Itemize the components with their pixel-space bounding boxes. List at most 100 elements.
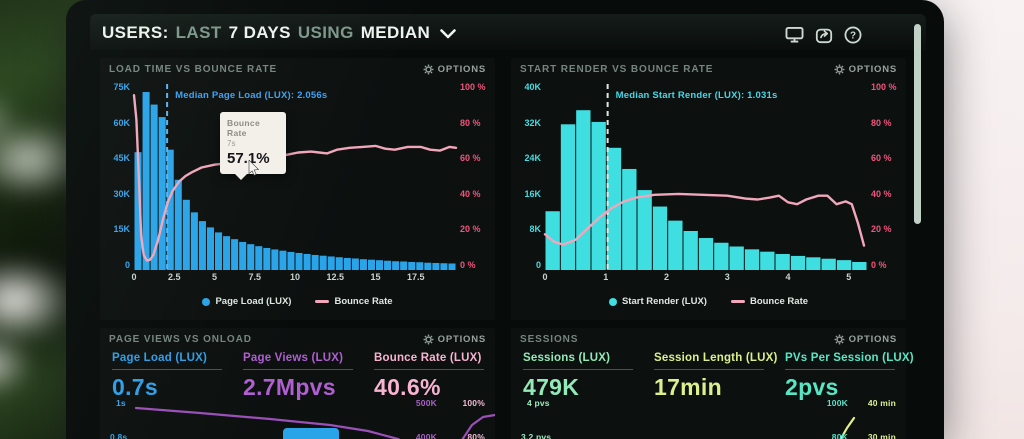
axis-label: 1s (116, 398, 126, 408)
gear-icon (423, 334, 434, 345)
y-axis-tick: 75K (113, 82, 130, 92)
legend-label: Bounce Rate (334, 296, 393, 307)
metric-row: Page Load (LUX) 0.7s Page Views (LUX) 2.… (112, 352, 505, 401)
chart-legend: Start Render (LUX) Bounce Rate (511, 296, 906, 307)
scrollbar-thumb[interactable] (914, 24, 921, 224)
x-axis-tick: 3 (724, 272, 730, 282)
metric-session-length: Session Length (LUX) 17min (654, 352, 785, 401)
x-axis-tick: 10 (289, 272, 301, 282)
gear-icon (423, 64, 434, 75)
axis-label: 40 min (867, 398, 896, 408)
share-icon[interactable] (814, 25, 833, 44)
y-axis-tick: 40 % (871, 188, 892, 199)
sparkline-plot[interactable] (100, 394, 495, 439)
axis-label: 100% (462, 398, 485, 408)
display-icon[interactable] (785, 25, 804, 44)
axis-label: 80K (831, 432, 848, 439)
sparkline-area: 4 pvs 3.2 pvs 100K 40 min 80K 30 min (511, 394, 906, 439)
chart-plot[interactable] (543, 82, 867, 270)
x-axis-tick: 5 (846, 272, 852, 282)
chart-area: 40K 32K 24K 16K 8K 0 100 % 80 % 60 % 40 % 20 % 0 %… (511, 74, 906, 320)
x-axis-tick: 7.5 (248, 272, 262, 282)
x-axis: 0 1 2 3 4 5 (542, 272, 867, 284)
y-axis-tick: 60 % (871, 153, 892, 164)
legend-label: Page Load (LUX) (215, 296, 292, 307)
metric-value: 2pvs (785, 374, 839, 400)
axis-label: 30 min (867, 432, 896, 439)
legend-item-line[interactable]: Bounce Rate (730, 296, 809, 307)
y-axis-left: 40K 32K 24K 16K 8K 0 (511, 82, 541, 270)
options-label: OPTIONS (437, 64, 486, 75)
metric-value: 0.7s (112, 374, 158, 400)
y-axis-tick: 30K (113, 188, 130, 199)
y-axis-tick: 100 % (460, 82, 486, 92)
title-median: MEDIAN (360, 23, 431, 42)
panel-start-render-vs-bounce-rate: START RENDER VS BOUNCE RATE OPTIONS 40K 3… (511, 58, 906, 320)
users-timeframe-dropdown[interactable]: USERS: LAST 7 DAYS USING MEDIAN (102, 23, 456, 43)
y-axis-right: 100 % 80 % 60 % 40 % 20 % 0 % (460, 82, 494, 270)
metric-divider (243, 369, 353, 370)
y-axis-tick: 40K (524, 82, 541, 92)
legend-item-line[interactable]: Bounce Rate (315, 296, 393, 307)
chevron-down-icon (440, 29, 456, 39)
metric-divider (785, 369, 895, 370)
title-using: USING (297, 23, 354, 42)
x-axis: 0 2.5 5 7.5 10 12.5 15 17.5 (131, 272, 456, 284)
legend-dot (202, 297, 211, 306)
svg-text:?: ? (849, 30, 855, 41)
metric-label: Bounce Rate (LUX) (374, 352, 482, 364)
y-axis-tick: 60 % (460, 153, 481, 164)
axis-label: 80% (467, 432, 485, 439)
axis-label: 500K (415, 398, 437, 408)
y-axis-tick: 60K (113, 117, 130, 128)
options-button[interactable]: OPTIONS (834, 64, 897, 75)
panel-title: START RENDER VS BOUNCE RATE (520, 64, 714, 75)
title-last: LAST (175, 23, 222, 42)
panel-sessions: SESSIONS OPTIONS Sessions (LUX) 479K Ses… (511, 328, 914, 439)
y-axis-tick: 80 % (871, 117, 892, 128)
y-axis-right: 100 % 80 % 60 % 40 % 20 % 0 % (871, 82, 905, 270)
metric-divider (654, 369, 764, 370)
options-button[interactable]: OPTIONS (834, 334, 897, 345)
help-icon[interactable]: ? (843, 25, 862, 44)
axis-label: 100K (826, 398, 848, 408)
x-axis-tick: 15 (370, 272, 381, 282)
axis-label: 0.8s (110, 432, 128, 439)
mouse-cursor (248, 160, 260, 176)
chart-plot[interactable] (132, 82, 458, 270)
metric-value: 479K (523, 374, 580, 400)
y-axis-tick: 15K (113, 224, 130, 235)
x-axis-tick: 5 (211, 272, 218, 282)
gear-icon (834, 334, 845, 345)
sparkline-area: 1s 0.8s 500K 100% 400K 80% (100, 394, 495, 439)
title-users: USERS: (102, 23, 169, 42)
metric-value: 40.6% (374, 374, 441, 400)
options-button[interactable]: OPTIONS (423, 64, 486, 75)
panel-load-time-vs-bounce-rate: LOAD TIME VS BOUNCE RATE OPTIONS 75K 60K 4… (100, 58, 495, 320)
y-axis-tick: 45K (113, 153, 130, 164)
tooltip-x-value: 7s (227, 139, 236, 148)
dashboard: USERS: LAST 7 DAYS USING MEDIAN ? (90, 14, 926, 439)
legend-label: Bounce Rate (749, 296, 809, 307)
x-axis-tick: 0 (542, 272, 548, 282)
options-label: OPTIONS (848, 64, 897, 75)
legend-dot (608, 297, 617, 306)
metric-divider (523, 369, 633, 370)
metric-divider (374, 369, 484, 370)
metric-row: Sessions (LUX) 479K Session Length (LUX)… (523, 352, 916, 401)
sparkline-plot[interactable] (511, 394, 906, 439)
legend-item-bars[interactable]: Start Render (LUX) (608, 296, 707, 307)
legend-line-swatch (315, 300, 330, 303)
y-axis-tick: 80 % (460, 117, 481, 128)
metric-bounce-rate: Bounce Rate (LUX) 40.6% (374, 352, 505, 401)
y-axis-left: 75K 60K 45K 30K 15K 0 (100, 82, 130, 270)
legend-label: Start Render (LUX) (621, 296, 707, 307)
y-axis-tick: 0 (535, 259, 541, 270)
panel-title: PAGE VIEWS VS ONLOAD (109, 334, 252, 345)
x-axis-tick: 12.5 (326, 272, 345, 282)
panel-page-views-vs-onload: PAGE VIEWS VS ONLOAD OPTIONS Page Load (… (100, 328, 495, 439)
x-axis-tick: 2.5 (168, 272, 181, 282)
legend-item-bars[interactable]: Page Load (LUX) (202, 296, 291, 307)
options-button[interactable]: OPTIONS (423, 334, 486, 345)
